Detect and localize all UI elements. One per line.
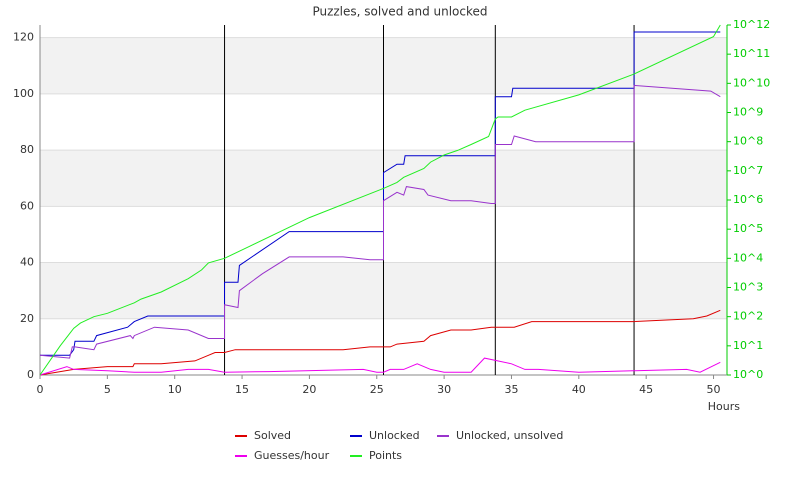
y-tick-label: 20 — [20, 312, 34, 325]
x-tick-label: 15 — [235, 383, 249, 396]
y-tick-label: 0 — [27, 368, 34, 381]
x-tick-label: 30 — [437, 383, 451, 396]
series-line — [39, 357, 721, 376]
y2-tick-label: 10^10 — [733, 76, 770, 89]
legend-label: Guesses/hour — [254, 449, 330, 462]
y-tick-label: 80 — [20, 143, 34, 156]
y-tick-label: 100 — [13, 87, 34, 100]
y2-tick-label: 10^4 — [733, 251, 763, 264]
x-tick-label: 20 — [302, 383, 316, 396]
y-tick-label: 120 — [13, 31, 34, 44]
x-tick-label: 40 — [572, 383, 586, 396]
series-line — [40, 31, 721, 356]
x-axis-label: Hours — [708, 400, 740, 413]
x-tick-label: 5 — [104, 383, 111, 396]
y-tick-label: 60 — [20, 199, 34, 212]
y2-tick-label: 10^9 — [733, 106, 763, 119]
y2-tick-label: 10^3 — [733, 281, 763, 294]
legend-label: Solved — [254, 429, 291, 442]
y2-tick-label: 10^1 — [733, 339, 763, 352]
x-tick-label: 0 — [37, 383, 44, 396]
y2-tick-label: 10^12 — [733, 18, 770, 31]
series-line — [39, 84, 721, 359]
x-tick-label: 10 — [168, 383, 182, 396]
chart-title: Puzzles, solved and unlocked — [312, 5, 487, 19]
y2-tick-label: 10^2 — [733, 310, 763, 323]
x-tick-label: 45 — [639, 383, 653, 396]
y2-tick-label: 10^8 — [733, 135, 763, 148]
x-tick-label: 35 — [504, 383, 518, 396]
y2-tick-label: 10^5 — [733, 222, 763, 235]
series-line — [39, 24, 721, 376]
y2-tick-label: 10^11 — [733, 47, 770, 60]
y2-tick-label: 10^7 — [733, 164, 763, 177]
y2-tick-label: 10^0 — [733, 368, 763, 381]
y2-tick-label: 10^6 — [733, 193, 763, 206]
series-line — [39, 309, 721, 376]
x-tick-label: 50 — [707, 383, 721, 396]
x-tick-label: 25 — [370, 383, 384, 396]
y-tick-label: 40 — [20, 256, 34, 269]
legend-label: Points — [369, 449, 402, 462]
legend-label: Unlocked, unsolved — [456, 429, 563, 442]
legend-label: Unlocked — [369, 429, 420, 442]
